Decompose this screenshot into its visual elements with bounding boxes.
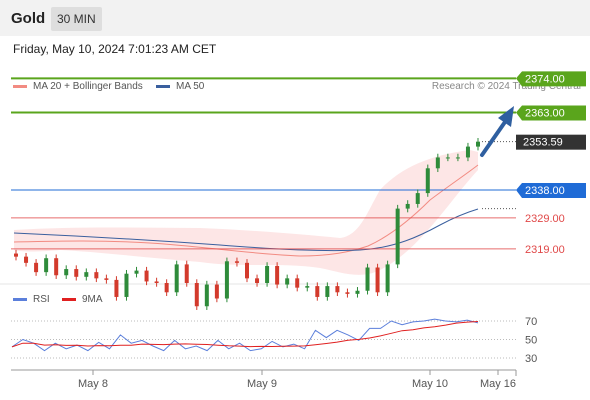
- candle-body: [415, 193, 420, 204]
- forecast-arrow: [480, 106, 514, 157]
- candle-body: [305, 286, 310, 288]
- x-tick-label: May 10: [412, 378, 448, 390]
- rsi-panel: 70 50 30: [11, 316, 537, 365]
- candle-body: [14, 253, 18, 257]
- legend-rsi-ma-label: 9MA: [82, 294, 103, 305]
- support-label: 2329.00: [525, 213, 565, 225]
- x-tick-label: May 16: [480, 378, 516, 390]
- candle-body: [465, 146, 470, 158]
- rsi-ma-swatch: [62, 298, 76, 301]
- x-axis-labels: May 8 May 9 May 10 May 16: [78, 370, 516, 390]
- rsi-ma-line: [11, 321, 479, 348]
- legend-ma20: MA 20 + Bollinger Bands: [13, 81, 143, 92]
- candle-body: [44, 258, 49, 273]
- candle-body: [174, 264, 179, 293]
- resistance-label: 2363.00: [525, 108, 565, 120]
- legend-rsi-label: RSI: [33, 294, 50, 305]
- candle-body: [245, 262, 249, 279]
- symbol-title: Gold: [11, 10, 46, 27]
- candle-body: [405, 203, 410, 209]
- research-credit: Research © 2024 Trading Central: [431, 81, 581, 92]
- candle-body: [265, 265, 270, 283]
- x-tick-label: May 9: [247, 378, 277, 390]
- candle-body: [144, 270, 149, 282]
- pivot-tag: [516, 183, 586, 198]
- timeframe-badge[interactable]: 30 MIN: [51, 7, 102, 31]
- candle-body: [476, 141, 480, 147]
- candle-body: [335, 286, 340, 293]
- candle-body: [34, 262, 39, 273]
- candle-body: [94, 272, 99, 279]
- pivot-label: 2338.00: [525, 185, 565, 197]
- rsi-level-label: 30: [525, 353, 537, 365]
- resistance-tag: [516, 105, 586, 121]
- resistance-label: 2374.00: [525, 73, 565, 85]
- ma20-swatch: [13, 85, 27, 88]
- x-tick-label: May 8: [78, 378, 108, 390]
- last-price-label: 2353.59: [523, 137, 563, 149]
- bollinger-band-fill: [14, 150, 478, 275]
- candle-body: [455, 157, 460, 159]
- candle-body: [385, 264, 390, 293]
- candle-body: [234, 261, 239, 263]
- candle-body: [124, 273, 129, 297]
- rsi-level-label: 50: [525, 335, 537, 347]
- arrow-shaft: [480, 120, 507, 157]
- rsi-level-label: 70: [525, 316, 537, 328]
- candle-body: [325, 286, 330, 297]
- bollinger-band: [14, 150, 478, 275]
- candle-body: [214, 284, 219, 299]
- candle-body: [24, 256, 29, 263]
- arrow-head: [498, 106, 514, 127]
- candle-body: [295, 278, 300, 288]
- candle-body: [275, 265, 280, 285]
- candle-body: [425, 168, 430, 194]
- candle-body: [375, 267, 380, 293]
- last-price-tag: [516, 134, 586, 150]
- price-levels: 2374.00 2363.00 2353.59 2338.00 2329.00 2319.…: [11, 71, 586, 256]
- ma50-swatch: [156, 85, 170, 88]
- candle-body: [84, 272, 89, 277]
- candle-body: [255, 278, 260, 283]
- chart-datetime: Friday, May 10, 2024 7:01:23 AM CET: [13, 42, 217, 56]
- candle-body: [104, 278, 109, 280]
- candle-body: [184, 264, 189, 283]
- rsi-swatch: [13, 298, 27, 301]
- candle-body: [224, 261, 229, 299]
- candle-body: [154, 281, 159, 283]
- candle-body: [204, 284, 209, 307]
- candle-body: [395, 208, 400, 265]
- candle-body: [355, 290, 360, 294]
- candle-body: [285, 278, 290, 285]
- support-label: 2319.00: [525, 244, 565, 256]
- rsi-line: [11, 318, 479, 352]
- candle-body: [164, 283, 169, 293]
- candle-body: [365, 267, 370, 291]
- ma50-line: [13, 208, 479, 252]
- candlesticks: [14, 137, 480, 310]
- candle-body: [114, 279, 119, 297]
- candle-body: [445, 157, 450, 159]
- candle-body: [64, 269, 69, 276]
- candle-body: [134, 270, 139, 274]
- candle-body: [54, 258, 59, 276]
- ma20-line: [13, 164, 479, 257]
- legend-ma20-label: MA 20 + Bollinger Bands: [33, 81, 143, 92]
- resistance-tag: [516, 71, 586, 87]
- header-bar: Gold 30 MIN: [0, 0, 590, 36]
- legend-rsi: RSI: [13, 294, 50, 305]
- legend-ma50: MA 50: [156, 81, 204, 92]
- candle-body: [315, 286, 320, 297]
- candle-body: [194, 283, 199, 307]
- moving-averages: [13, 164, 479, 257]
- candle-body: [74, 269, 79, 277]
- candle-body: [345, 292, 350, 294]
- candle-body: [435, 157, 440, 169]
- legend-rsi-ma: 9MA: [62, 294, 103, 305]
- legend-ma50-label: MA 50: [176, 81, 205, 92]
